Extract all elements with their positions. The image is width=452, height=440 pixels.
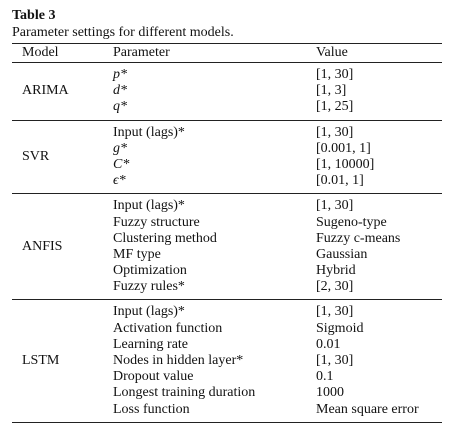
parameter-cell: p* bbox=[113, 67, 127, 82]
parameter-cell: Clustering method bbox=[113, 230, 217, 246]
table-row: g* [0.001, 1] bbox=[12, 141, 442, 157]
value-cell: Sugeno-type bbox=[316, 214, 387, 230]
value-cell: Fuzzy c-means bbox=[316, 230, 401, 246]
value-cell: [1, 10000] bbox=[316, 156, 375, 172]
value-cell: [1, 30] bbox=[316, 198, 354, 214]
parameter-cell: Activation function bbox=[113, 320, 223, 336]
value-cell: Gaussian bbox=[316, 246, 368, 262]
table-row: C* [1, 10000] bbox=[12, 157, 442, 173]
table-row: Longest training duration 1000 bbox=[12, 385, 442, 401]
table-caption: Parameter settings for different models. bbox=[12, 25, 234, 40]
table-row: Input (lags)* [1, 30] bbox=[12, 125, 442, 141]
header-value: Value bbox=[316, 45, 348, 60]
table-row: d* [1, 3] bbox=[12, 83, 442, 99]
table-header-rule bbox=[12, 62, 442, 63]
parameter-cell: g* bbox=[113, 140, 127, 156]
table-row: q* [1, 25] bbox=[12, 99, 442, 115]
value-cell: 0.1 bbox=[316, 369, 334, 385]
table-row: Fuzzy rules* [2, 30] bbox=[12, 279, 442, 295]
table-group-lstm: LSTM Input (lags)* [1, 30] Activation funct… bbox=[12, 300, 442, 421]
table-row: Input (lags)* [1, 30] bbox=[12, 198, 442, 214]
value-cell: 1000 bbox=[316, 385, 344, 401]
group-separator-rule bbox=[12, 299, 442, 301]
table-row: Clustering method Fuzzy c-means bbox=[12, 231, 442, 247]
table-group-svr: SVR Input (lags)* [1, 30] g* [0.001, 1] C* [1,… bbox=[12, 121, 442, 194]
parameter-cell: Input (lags)* bbox=[113, 124, 185, 140]
parameter-cell: C* bbox=[113, 156, 130, 172]
value-cell: [1, 30] bbox=[316, 124, 354, 140]
value-cell: [1, 30] bbox=[316, 353, 354, 368]
table-label: Table 3 bbox=[12, 8, 56, 23]
group-separator-rule bbox=[12, 193, 442, 195]
parameter-cell: Dropout value bbox=[113, 369, 194, 385]
parameter-cell: Learning rate bbox=[113, 336, 189, 352]
table-group-arima: ARIMA p* [1, 30] d* [1, 3] q* [1, 25] bbox=[12, 63, 442, 120]
value-cell: [0.001, 1] bbox=[316, 140, 371, 156]
parameter-cell: Fuzzy rules* bbox=[113, 279, 185, 295]
value-cell: [0.01, 1] bbox=[316, 173, 364, 189]
parameter-cell: Nodes in hidden layer* bbox=[113, 353, 244, 368]
value-cell: 0.01 bbox=[316, 336, 341, 352]
table-group-anfis: ANFIS Input (lags)* [1, 30] Fuzzy structure… bbox=[12, 194, 442, 299]
value-cell: [1, 30] bbox=[316, 304, 354, 320]
table-row: p* [1, 30] bbox=[12, 67, 442, 83]
parameter-cell: MF type bbox=[113, 246, 161, 262]
table-header-row: Model Parameter Value bbox=[12, 44, 442, 62]
table-row: MF type Gaussian bbox=[12, 247, 442, 263]
group-separator-rule bbox=[12, 119, 442, 121]
table-row: Nodes in hidden layer* [1, 30] bbox=[12, 353, 442, 369]
table-row: Dropout value 0.1 bbox=[12, 369, 442, 385]
table-bottom-rule bbox=[12, 421, 442, 423]
model-name: ANFIS bbox=[22, 238, 63, 254]
value-cell: [1, 3] bbox=[316, 83, 347, 99]
model-name: LSTM bbox=[22, 353, 60, 369]
value-cell: [1, 25] bbox=[316, 99, 354, 115]
parameter-cell: Input (lags)* bbox=[113, 198, 185, 214]
value-cell: Mean square error bbox=[316, 401, 419, 417]
parameter-cell: Fuzzy structure bbox=[113, 214, 200, 230]
table-body: ARIMA p* [1, 30] d* [1, 3] q* [1, 25] SVR Input … bbox=[12, 63, 442, 423]
table-row: Input (lags)* [1, 30] bbox=[12, 304, 442, 320]
table-top-rule bbox=[12, 43, 442, 44]
header-model: Model bbox=[22, 45, 59, 60]
parameter-cell: Longest training duration bbox=[113, 385, 256, 401]
model-name: SVR bbox=[22, 148, 50, 164]
table-row: Activation function Sigmoid bbox=[12, 321, 442, 337]
document-page: Table 3 Parameter settings for different… bbox=[12, 8, 442, 423]
parameter-cell: q* bbox=[113, 99, 127, 115]
parameter-cell: ϵ* bbox=[113, 173, 126, 189]
table-row: Loss function Mean square error bbox=[12, 402, 442, 418]
header-parameter: Parameter bbox=[113, 45, 170, 60]
model-name: ARIMA bbox=[22, 83, 69, 99]
parameter-cell: Optimization bbox=[113, 263, 187, 279]
table-row: ϵ* [0.01, 1] bbox=[12, 173, 442, 189]
value-cell: Hybrid bbox=[316, 263, 356, 279]
parameter-cell: d* bbox=[113, 83, 127, 99]
value-cell: Sigmoid bbox=[316, 320, 364, 336]
value-cell: [1, 30] bbox=[316, 67, 354, 82]
value-cell: [2, 30] bbox=[316, 279, 354, 295]
parameter-cell: Input (lags)* bbox=[113, 304, 185, 320]
table-row: Fuzzy structure Sugeno-type bbox=[12, 215, 442, 231]
table-row: Optimization Hybrid bbox=[12, 263, 442, 279]
table-row: Learning rate 0.01 bbox=[12, 337, 442, 353]
parameter-cell: Loss function bbox=[113, 401, 190, 417]
